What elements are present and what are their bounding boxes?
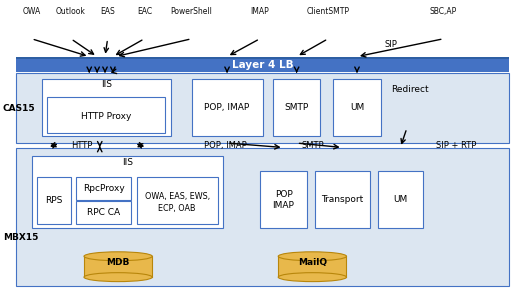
Text: EAC: EAC [137, 7, 152, 16]
Text: SMTP: SMTP [301, 141, 324, 150]
Text: POP, IMAP: POP, IMAP [204, 141, 247, 150]
Text: Layer 4 LB: Layer 4 LB [232, 60, 293, 70]
Text: EAS: EAS [100, 7, 115, 16]
FancyBboxPatch shape [16, 57, 509, 72]
Text: MailQ: MailQ [298, 258, 327, 267]
Text: HTTP: HTTP [71, 141, 92, 150]
Text: RPS: RPS [45, 196, 62, 205]
Text: ClientSMTP: ClientSMTP [307, 7, 350, 16]
Ellipse shape [84, 273, 152, 282]
Text: Redirect: Redirect [391, 85, 429, 94]
Text: HTTP Proxy: HTTP Proxy [81, 112, 131, 121]
Text: RPC CA: RPC CA [87, 208, 120, 217]
FancyBboxPatch shape [315, 171, 370, 228]
Ellipse shape [278, 252, 346, 261]
Ellipse shape [278, 273, 346, 282]
FancyBboxPatch shape [192, 79, 262, 136]
Text: Outlook: Outlook [56, 7, 86, 16]
FancyBboxPatch shape [32, 156, 223, 228]
Text: OWA, EAS, EWS,: OWA, EAS, EWS, [144, 192, 210, 201]
FancyBboxPatch shape [136, 177, 218, 224]
FancyBboxPatch shape [378, 171, 423, 228]
Text: SBC,AP: SBC,AP [430, 7, 457, 16]
Text: SMTP: SMTP [285, 103, 309, 112]
FancyBboxPatch shape [16, 148, 509, 286]
Text: MBX15: MBX15 [3, 233, 38, 242]
Ellipse shape [84, 252, 152, 261]
FancyBboxPatch shape [333, 79, 381, 136]
Text: UM: UM [393, 195, 407, 204]
Text: RpcProxy: RpcProxy [83, 184, 124, 193]
Text: POP
IMAP: POP IMAP [272, 190, 295, 210]
FancyBboxPatch shape [76, 177, 131, 200]
Text: Transport: Transport [321, 195, 364, 204]
FancyBboxPatch shape [273, 79, 320, 136]
Bar [278, 256, 346, 277]
Text: OWA: OWA [23, 7, 40, 16]
Text: IIS: IIS [101, 80, 112, 89]
Text: MDB: MDB [107, 258, 130, 267]
FancyBboxPatch shape [76, 201, 131, 224]
FancyBboxPatch shape [260, 171, 307, 228]
FancyBboxPatch shape [42, 79, 171, 136]
Text: IIS: IIS [122, 158, 133, 167]
Text: CAS15: CAS15 [3, 103, 35, 113]
FancyBboxPatch shape [47, 97, 165, 133]
Text: SIP: SIP [385, 40, 397, 49]
FancyBboxPatch shape [16, 73, 509, 143]
Text: SIP + RTP: SIP + RTP [436, 141, 476, 150]
FancyBboxPatch shape [16, 57, 509, 59]
Text: ECP, OAB: ECP, OAB [159, 204, 196, 213]
Text: IMAP: IMAP [250, 7, 269, 16]
Text: PowerShell: PowerShell [171, 7, 213, 16]
Bar [84, 256, 152, 277]
Text: POP, IMAP: POP, IMAP [204, 103, 250, 112]
Text: UM: UM [350, 103, 364, 112]
FancyBboxPatch shape [37, 177, 71, 224]
